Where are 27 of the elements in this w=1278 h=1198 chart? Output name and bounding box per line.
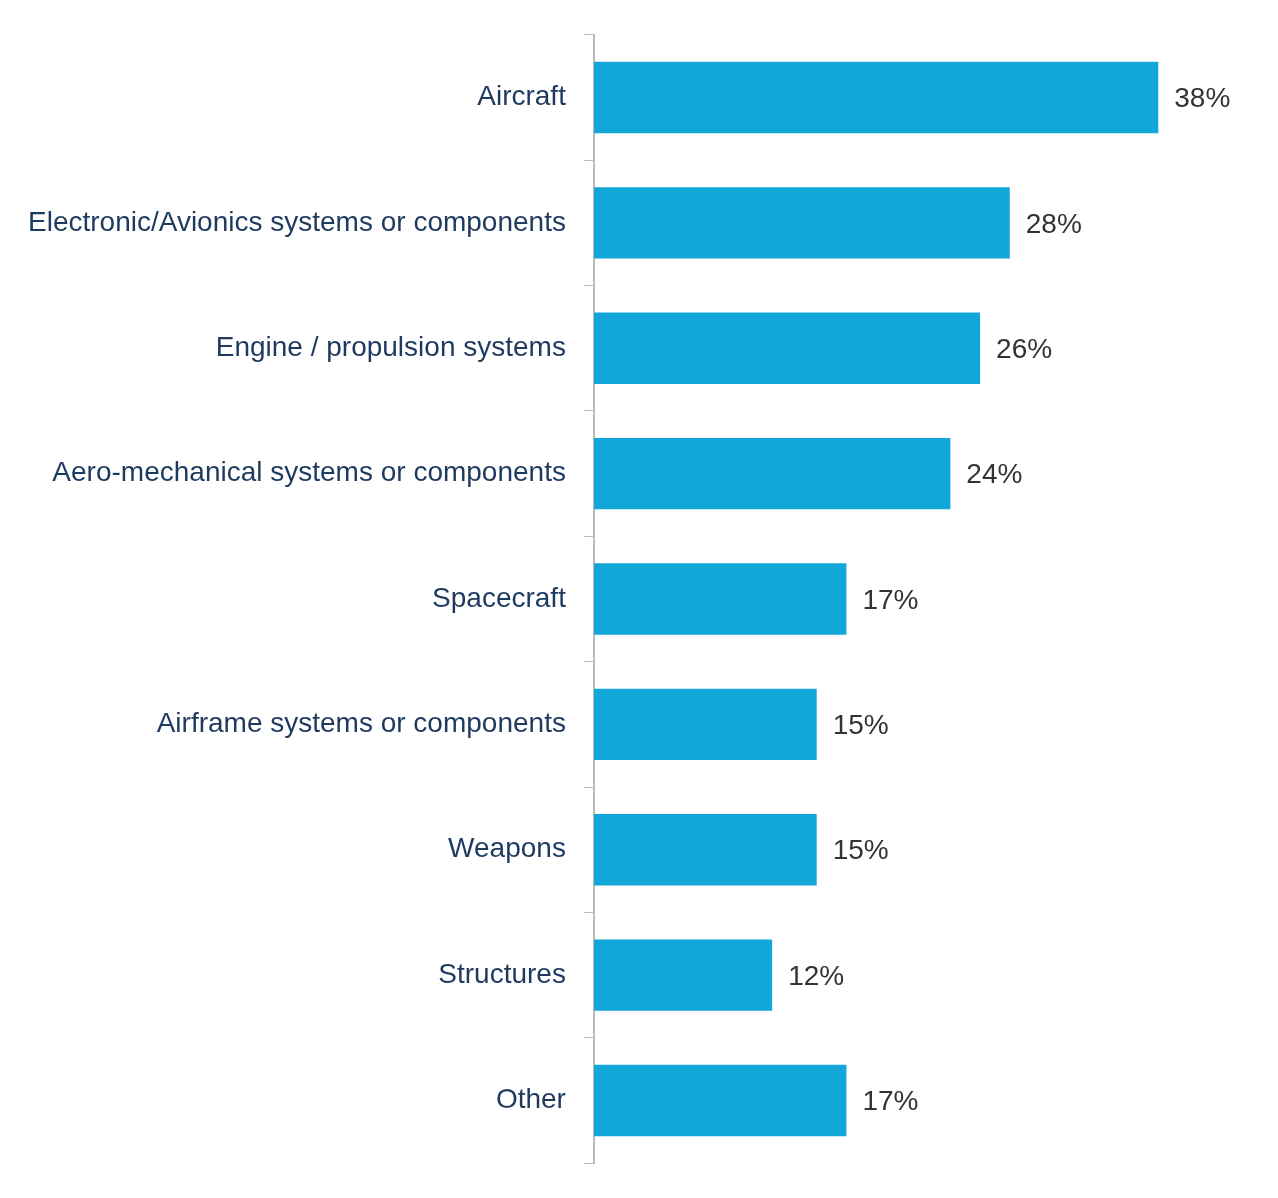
y-tick-label: Weapons — [448, 832, 566, 864]
y-tick-label: Electronic/Avionics systems or components — [28, 205, 566, 237]
data-label: 17% — [862, 583, 919, 615]
data-label: 38% — [1174, 82, 1231, 114]
bar — [593, 437, 951, 510]
data-label: 26% — [996, 332, 1053, 364]
bar — [593, 563, 847, 635]
data-label: 24% — [966, 458, 1023, 490]
y-tick-label: Aero-mechanical systems or components — [52, 456, 566, 488]
data-label: 15% — [832, 709, 889, 741]
y-tick-label: Structures — [438, 957, 566, 989]
y-tick-label: Airframe systems or components — [156, 707, 566, 739]
bar — [593, 688, 817, 761]
y-tick-label: Aircraft — [477, 80, 567, 112]
bar — [593, 814, 817, 886]
bar — [593, 939, 773, 1011]
y-tick-label: Other — [495, 1083, 566, 1115]
bar — [593, 312, 981, 384]
data-label: 17% — [862, 1085, 919, 1117]
data-label: 15% — [832, 834, 889, 866]
bar — [593, 187, 1010, 259]
data-label: 12% — [788, 959, 845, 991]
y-tick-label: Engine / propulsion systems — [215, 330, 566, 362]
bar — [593, 1064, 847, 1137]
bar — [593, 61, 1159, 134]
data-label: 28% — [1025, 207, 1082, 239]
y-tick-label: Spacecraft — [432, 581, 567, 613]
